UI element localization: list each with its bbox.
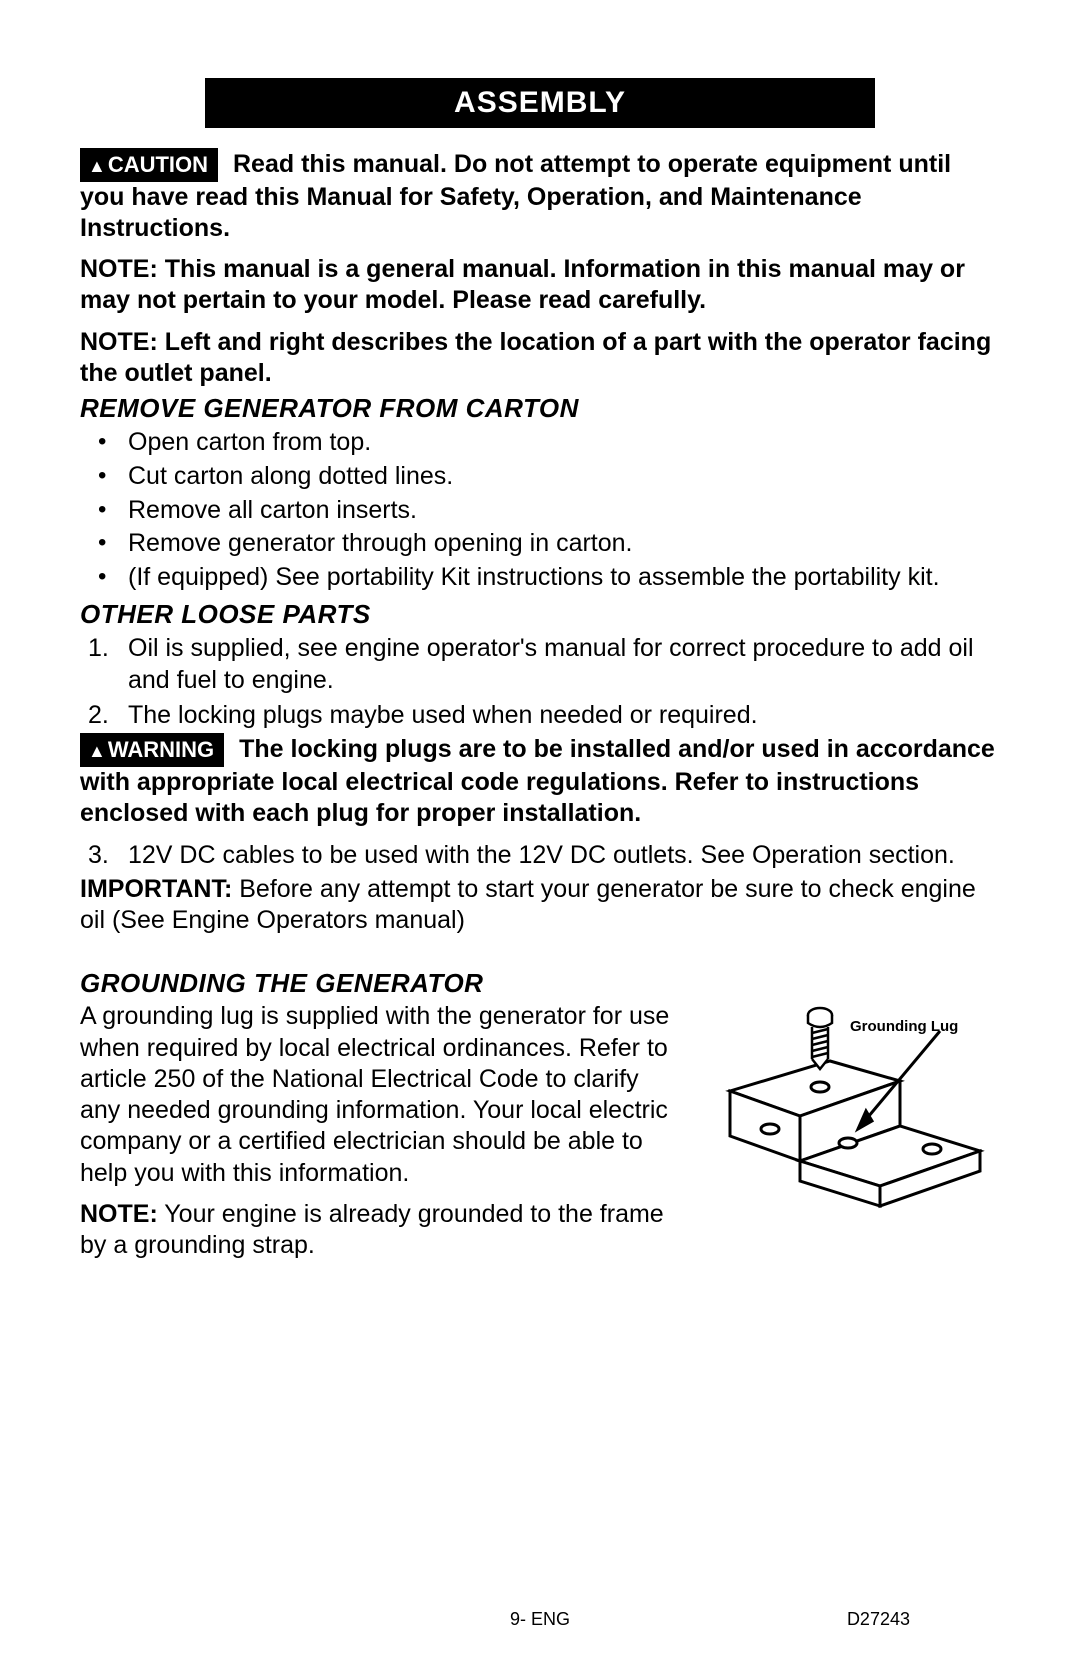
subheading-loose-parts: OTHER LOOSE PARTS bbox=[80, 599, 1000, 630]
grounding-lug-diagram: Grounding Lug bbox=[700, 1001, 1000, 1221]
list-item: Open carton from top. bbox=[128, 426, 1000, 460]
footer-doc-id: D27243 bbox=[847, 1609, 910, 1630]
grounding-note-label: NOTE: bbox=[80, 1200, 158, 1228]
list-number: 2. bbox=[88, 699, 109, 732]
note-1: NOTE: This manual is a general manual. I… bbox=[80, 254, 1000, 317]
manual-page: ASSEMBLY ▲CAUTION Read this manual. Do n… bbox=[0, 0, 1080, 1669]
grounding-figure: Grounding Lug bbox=[700, 1001, 1000, 1226]
note-2-text: Left and right describes the location of… bbox=[80, 328, 991, 387]
list-item: Remove generator through opening in cart… bbox=[128, 527, 1000, 561]
note-1-label: NOTE: bbox=[80, 255, 158, 283]
section-header-bar: ASSEMBLY bbox=[205, 78, 875, 128]
grounding-section: A grounding lug is supplied with the gen… bbox=[80, 1001, 1000, 1271]
loose-parts-list-cont: 3. 12V DC cables to be used with the 12V … bbox=[80, 839, 1000, 872]
list-item: Cut carton along dotted lines. bbox=[128, 460, 1000, 494]
warning-badge: ▲WARNING bbox=[80, 733, 224, 767]
caution-paragraph: ▲CAUTION Read this manual. Do not attemp… bbox=[80, 148, 1000, 244]
loose-parts-list: 1. Oil is supplied, see engine operator's… bbox=[80, 632, 1000, 732]
note-1-text: This manual is a general manual. Informa… bbox=[80, 255, 965, 314]
grounding-paragraph: A grounding lug is supplied with the gen… bbox=[80, 1001, 680, 1189]
warning-paragraph: ▲WARNING The locking plugs are to be ins… bbox=[80, 733, 1000, 829]
footer-page-number: 9- ENG bbox=[0, 1609, 1080, 1630]
list-item: 2.The locking plugs maybe used when need… bbox=[128, 699, 1000, 732]
caution-badge-text: CAUTION bbox=[108, 152, 208, 177]
note-2-label: NOTE: bbox=[80, 328, 158, 356]
grounding-text-column: A grounding lug is supplied with the gen… bbox=[80, 1001, 680, 1271]
warning-triangle-icon: ▲ bbox=[88, 741, 106, 761]
warning-badge-text: WARNING bbox=[108, 737, 214, 762]
list-item: Remove all carton inserts. bbox=[128, 494, 1000, 528]
list-item: 1.Oil is supplied, see engine operator's… bbox=[128, 632, 1000, 697]
caution-badge: ▲CAUTION bbox=[80, 148, 218, 182]
grounding-note-text: Your engine is already grounded to the f… bbox=[80, 1200, 664, 1259]
remove-carton-list: Open carton from top. Cut carton along d… bbox=[80, 426, 1000, 595]
list-item: (If equipped) See portability Kit instru… bbox=[128, 561, 1000, 595]
subheading-grounding: GROUNDING THE GENERATOR bbox=[80, 968, 1000, 999]
subheading-remove-carton: REMOVE GENERATOR FROM CARTON bbox=[80, 393, 1000, 424]
list-number: 3. bbox=[88, 839, 109, 872]
important-label: IMPORTANT: bbox=[80, 875, 232, 903]
warning-triangle-icon: ▲ bbox=[88, 156, 106, 176]
grounding-note: NOTE: Your engine is already grounded to… bbox=[80, 1199, 680, 1262]
list-text: Oil is supplied, see engine operator's m… bbox=[128, 634, 974, 695]
list-text: The locking plugs maybe used when needed… bbox=[128, 701, 758, 729]
figure-label: Grounding Lug bbox=[850, 1018, 958, 1035]
list-text: 12V DC cables to be used with the 12V DC… bbox=[128, 841, 955, 869]
list-item: 3.12V DC cables to be used with the 12V … bbox=[128, 839, 1000, 872]
important-paragraph: IMPORTANT: Before any attempt to start y… bbox=[80, 874, 1000, 937]
note-2: NOTE: Left and right describes the locat… bbox=[80, 327, 1000, 390]
list-number: 1. bbox=[88, 632, 109, 665]
